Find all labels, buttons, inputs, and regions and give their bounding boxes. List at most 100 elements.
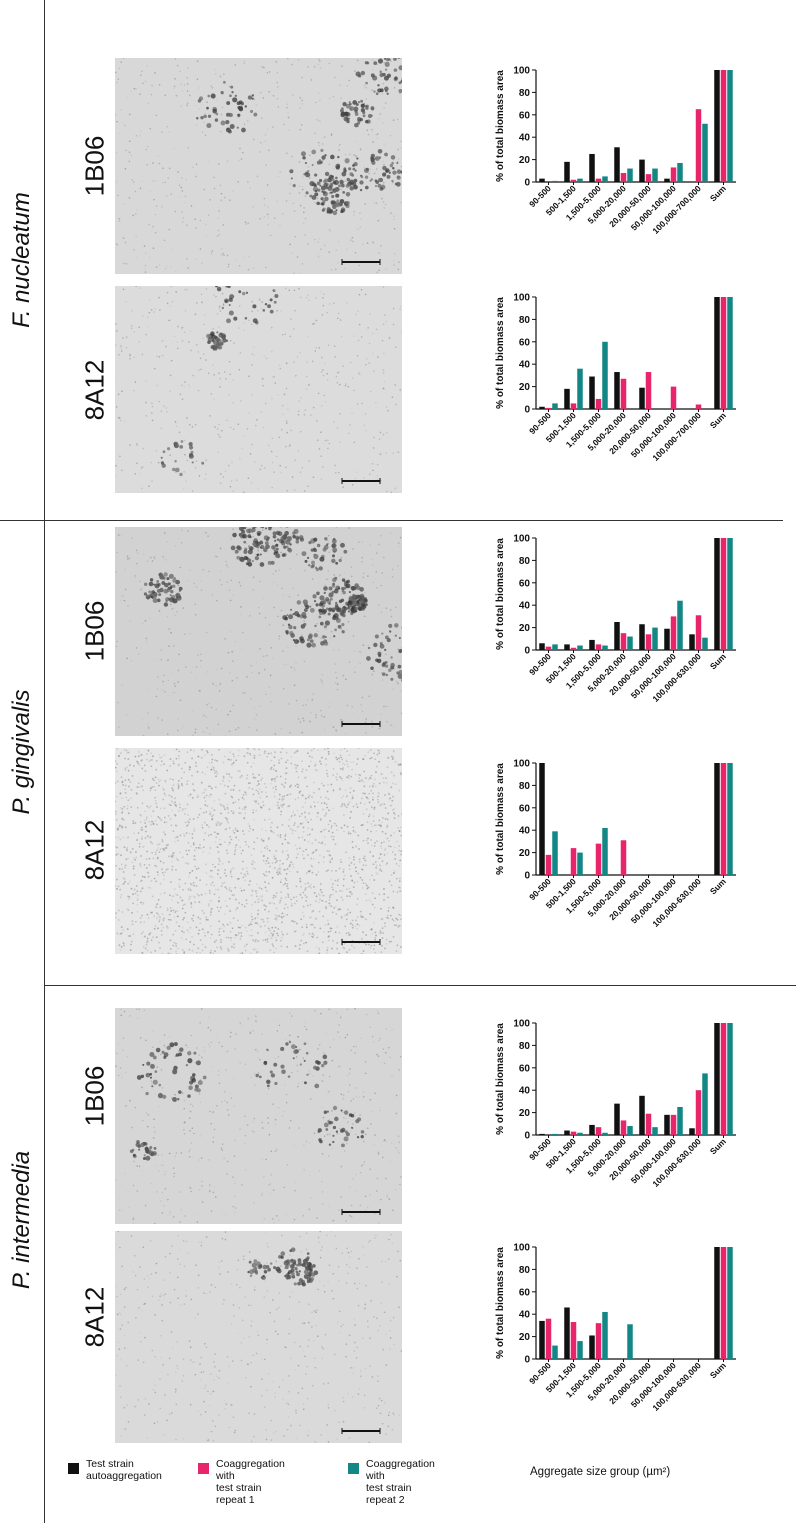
bar	[727, 297, 733, 409]
bar	[602, 341, 608, 409]
y-axis-label: % of total biomass area	[495, 297, 506, 409]
bar	[714, 538, 720, 650]
bar	[664, 178, 670, 182]
bar	[577, 645, 583, 650]
bar	[645, 634, 652, 650]
bar	[627, 636, 633, 650]
y-tick-label: 0	[524, 646, 530, 657]
species-label-f-nucleatum: F. nucleatum	[8, 192, 35, 328]
species-label-p-gingivalis: P. gingivalis	[8, 689, 35, 815]
bar	[564, 161, 570, 182]
bar	[670, 616, 677, 650]
bar	[602, 1311, 608, 1359]
bar	[577, 368, 583, 409]
bar	[552, 644, 558, 650]
bar	[602, 176, 608, 182]
bar	[552, 1345, 558, 1359]
bar-chart: 0 20 40 60 80 100% of total biomass area 90-50…	[470, 528, 770, 728]
bar	[670, 1114, 677, 1135]
bar	[720, 1023, 727, 1135]
bar	[620, 173, 627, 182]
bar	[539, 1320, 545, 1359]
bar	[577, 1341, 583, 1359]
y-tick-label: 60	[519, 803, 531, 814]
y-tick-label: 80	[519, 1265, 531, 1276]
bar	[552, 403, 558, 409]
y-tick-label: 60	[519, 1287, 531, 1298]
bar	[702, 637, 708, 650]
bar	[620, 1120, 627, 1135]
strain-label: 8A12	[79, 1286, 110, 1348]
y-tick-label: 40	[519, 601, 531, 612]
micrograph	[115, 1008, 402, 1224]
legend-swatch	[348, 1463, 359, 1474]
bar-chart: 0 20 40 60 80 100% of total biomass area 90-50…	[470, 1013, 770, 1213]
y-tick-label: 0	[524, 1355, 530, 1366]
micrograph	[115, 1231, 402, 1443]
y-tick-label: 80	[519, 1041, 531, 1052]
y-tick-label: 100	[513, 66, 530, 77]
strain-label: 1B06	[79, 600, 110, 662]
bar	[677, 1107, 683, 1135]
bar	[714, 70, 720, 182]
bar-chart: 0 20 40 60 80 100% of total biomass area 90-50…	[470, 753, 770, 953]
bar	[614, 372, 620, 409]
y-tick-label: 100	[513, 1243, 530, 1254]
bar	[570, 1322, 577, 1359]
y-tick-label: 60	[519, 578, 531, 589]
bar	[689, 634, 695, 650]
strain-label: 8A12	[79, 359, 110, 421]
y-tick-label: 100	[513, 759, 530, 770]
legend-label: Test strain autoaggregation	[86, 1458, 162, 1482]
bar	[539, 763, 545, 875]
bar	[702, 123, 708, 182]
bar	[664, 1114, 670, 1135]
y-tick-label: 40	[519, 1310, 531, 1321]
bar	[727, 763, 733, 875]
bar	[602, 1132, 608, 1135]
bar	[577, 852, 583, 875]
bar	[595, 843, 602, 875]
strain-label: 1B06	[79, 135, 110, 197]
y-axis-label: % of total biomass area	[495, 1023, 506, 1135]
bar	[645, 174, 652, 182]
micrograph	[115, 58, 402, 274]
bar	[595, 398, 602, 409]
x-tick-label: Sum	[708, 876, 728, 896]
bar	[589, 639, 595, 650]
bar	[570, 647, 577, 650]
bar	[652, 1127, 658, 1135]
bar	[670, 167, 677, 182]
bar	[552, 1133, 558, 1135]
y-tick-label: 80	[519, 781, 531, 792]
bar	[570, 848, 577, 875]
bar	[589, 376, 595, 409]
bar	[714, 1247, 720, 1359]
bar	[545, 854, 552, 875]
x-tick-label: Sum	[708, 1360, 728, 1380]
bar	[720, 538, 727, 650]
bar	[602, 645, 608, 650]
x-tick-label: Sum	[708, 183, 728, 203]
x-tick-label: Sum	[708, 1136, 728, 1156]
bar-chart: 0 20 40 60 80 100% of total biomass area 90-50…	[470, 287, 770, 487]
y-tick-label: 40	[519, 826, 531, 837]
bar	[564, 1130, 570, 1135]
bar	[539, 406, 545, 409]
bar	[545, 407, 552, 409]
bar	[620, 378, 627, 409]
bar	[652, 168, 658, 182]
y-tick-label: 100	[513, 1019, 530, 1030]
bar	[670, 386, 677, 409]
y-tick-label: 0	[524, 871, 530, 882]
y-tick-label: 60	[519, 110, 531, 121]
y-tick-label: 20	[519, 155, 531, 166]
bar	[720, 763, 727, 875]
y-tick-label: 40	[519, 360, 531, 371]
bar	[570, 403, 577, 409]
y-tick-label: 20	[519, 623, 531, 634]
bar	[720, 70, 727, 182]
y-tick-label: 40	[519, 133, 531, 144]
